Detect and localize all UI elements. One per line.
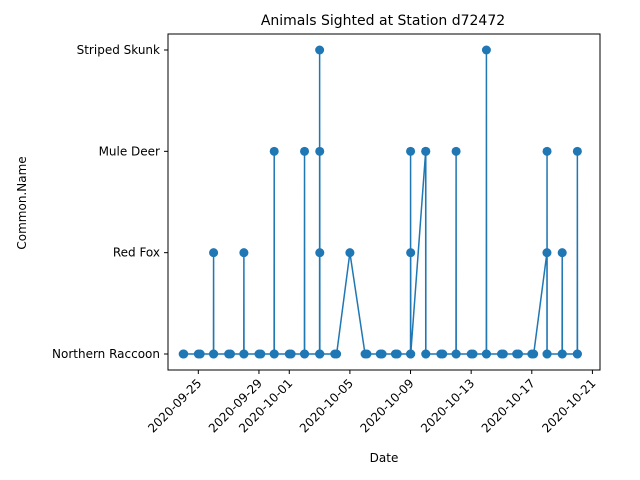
data-point: [542, 248, 552, 258]
y-tick-label: Mule Deer: [99, 144, 160, 158]
plot-area: [168, 34, 600, 370]
data-point: [256, 349, 266, 359]
x-tick-label: 2020-09-25: [145, 376, 204, 435]
data-point: [498, 349, 508, 359]
x-tick-label: 2020-10-05: [297, 376, 356, 435]
data-point: [482, 349, 492, 359]
data-point: [377, 349, 387, 359]
data-point: [286, 349, 296, 359]
plot-frame: [167, 33, 601, 371]
data-point: [269, 146, 279, 156]
data-point: [239, 248, 249, 258]
data-point: [209, 248, 219, 258]
data-point: [195, 349, 205, 359]
data-point: [557, 248, 567, 258]
data-point: [315, 349, 325, 359]
data-point: [451, 349, 461, 359]
data-point: [315, 146, 325, 156]
data-point: [557, 349, 567, 359]
series-layer: [178, 45, 582, 359]
data-point: [179, 349, 189, 359]
data-point: [315, 248, 325, 258]
data-point: [421, 349, 431, 359]
x-tick-label: 2020-10-17: [479, 376, 538, 435]
data-point: [529, 349, 539, 359]
data-point: [406, 349, 416, 359]
x-axis-label: Date: [370, 451, 399, 465]
data-point: [300, 146, 310, 156]
y-tick-label: Northern Raccoon: [52, 347, 160, 361]
data-point: [315, 45, 325, 55]
data-point: [300, 349, 310, 359]
data-point: [406, 248, 416, 258]
x-tick-label: 2020-10-21: [539, 376, 598, 435]
data-point: [269, 349, 279, 359]
data-point: [572, 146, 582, 156]
data-point: [406, 146, 416, 156]
y-tick-label: Red Fox: [113, 246, 160, 260]
data-point: [209, 349, 219, 359]
data-point: [239, 349, 249, 359]
data-point: [332, 349, 342, 359]
data-point: [345, 248, 355, 258]
y-axis: Northern Raccoon Red Fox Mule Deer Striped …: [52, 43, 168, 361]
chart-title: Animals Sighted at Station d72472: [261, 13, 505, 29]
data-point: [572, 349, 582, 359]
data-point: [438, 349, 448, 359]
data-point: [362, 349, 372, 359]
x-tick-label: 2020-10-13: [418, 376, 477, 435]
data-point: [468, 349, 478, 359]
data-point: [481, 45, 491, 55]
x-tick-label: 2020-10-09: [357, 376, 416, 435]
data-point: [542, 146, 552, 156]
data-point: [542, 349, 552, 359]
y-axis-label: Common.Name: [15, 156, 29, 249]
data-point: [421, 146, 431, 156]
data-point: [392, 349, 402, 359]
data-point: [451, 146, 461, 156]
data-point: [514, 349, 524, 359]
y-tick-label: Striped Skunk: [77, 43, 160, 57]
data-point: [226, 349, 236, 359]
